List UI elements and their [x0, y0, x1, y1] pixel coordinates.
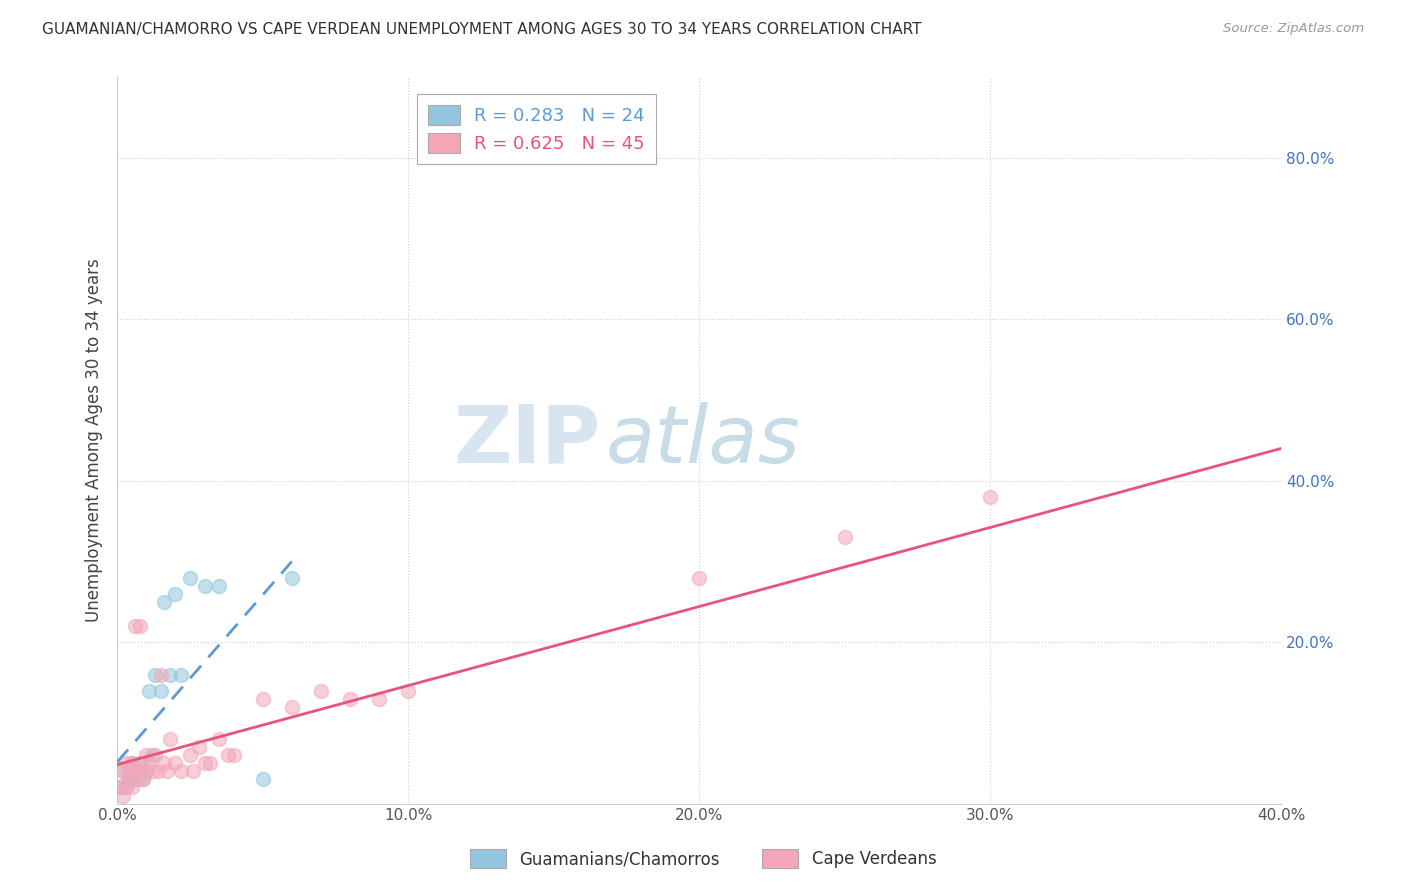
Point	[141, 764, 163, 779]
Point	[127, 772, 149, 787]
Point	[217, 748, 239, 763]
Point	[368, 691, 391, 706]
Point	[208, 732, 231, 747]
Point	[281, 571, 304, 585]
Point	[135, 764, 157, 779]
Point	[141, 748, 163, 763]
Point	[111, 764, 134, 779]
Point	[152, 595, 174, 609]
Point	[187, 740, 209, 755]
Point	[124, 772, 146, 787]
Point	[124, 764, 146, 779]
Point	[121, 772, 143, 787]
Point	[979, 490, 1001, 504]
Point	[129, 756, 152, 771]
Point	[149, 667, 172, 681]
Point	[252, 772, 274, 787]
Point	[138, 756, 160, 771]
Point	[135, 748, 157, 763]
Point	[179, 748, 201, 763]
Point	[132, 772, 155, 787]
Point	[132, 772, 155, 787]
Point	[181, 764, 204, 779]
Point	[127, 764, 149, 779]
Point	[124, 619, 146, 633]
Point	[115, 780, 138, 795]
Point	[143, 667, 166, 681]
Point	[200, 756, 222, 771]
Point	[281, 699, 304, 714]
Point	[115, 756, 138, 771]
Point	[146, 764, 169, 779]
Point	[252, 691, 274, 706]
Point	[170, 667, 193, 681]
Point	[135, 764, 157, 779]
Text: Source: ZipAtlas.com: Source: ZipAtlas.com	[1223, 22, 1364, 36]
Point	[121, 756, 143, 771]
Point	[152, 756, 174, 771]
Point	[138, 683, 160, 698]
Point	[149, 683, 172, 698]
Point	[339, 691, 361, 706]
Point	[121, 756, 143, 771]
Text: atlas: atlas	[606, 401, 801, 480]
Point	[193, 756, 215, 771]
Point	[208, 579, 231, 593]
Point	[115, 780, 138, 795]
Point	[834, 530, 856, 544]
Point	[118, 764, 141, 779]
Point	[118, 772, 141, 787]
Y-axis label: Unemployment Among Ages 30 to 34 years: Unemployment Among Ages 30 to 34 years	[86, 259, 103, 623]
Point	[111, 789, 134, 803]
Point	[108, 780, 131, 795]
Point	[222, 748, 245, 763]
Point	[179, 571, 201, 585]
Text: GUAMANIAN/CHAMORRO VS CAPE VERDEAN UNEMPLOYMENT AMONG AGES 30 TO 34 YEARS CORREL: GUAMANIAN/CHAMORRO VS CAPE VERDEAN UNEMP…	[42, 22, 922, 37]
Point	[193, 579, 215, 593]
Point	[309, 683, 332, 698]
Point	[143, 748, 166, 763]
Point	[129, 619, 152, 633]
Point	[111, 764, 134, 779]
Point	[396, 683, 419, 698]
Legend: R = 0.283   N = 24, R = 0.625   N = 45: R = 0.283 N = 24, R = 0.625 N = 45	[416, 94, 657, 164]
Point	[118, 772, 141, 787]
Point	[156, 764, 179, 779]
Point	[121, 780, 143, 795]
Point	[159, 732, 181, 747]
Point	[108, 780, 131, 795]
Point	[129, 756, 152, 771]
Point	[159, 667, 181, 681]
Point	[170, 764, 193, 779]
Point	[688, 571, 710, 585]
Point	[165, 587, 187, 601]
Text: ZIP: ZIP	[453, 401, 600, 480]
Point	[165, 756, 187, 771]
Legend: Guamanians/Chamorros, Cape Verdeans: Guamanians/Chamorros, Cape Verdeans	[461, 840, 945, 877]
